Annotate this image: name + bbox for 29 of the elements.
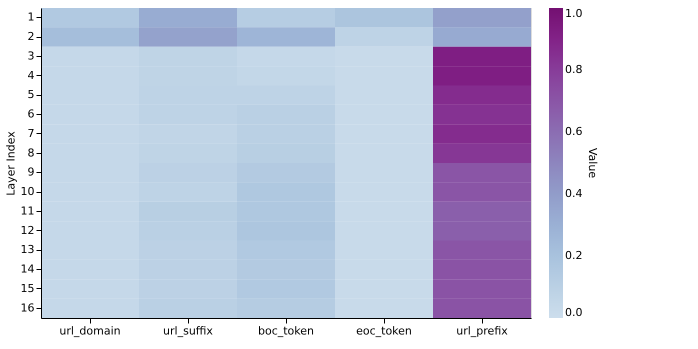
y-tick-label: 10: [20, 185, 34, 198]
y-tick-label: 6: [28, 108, 34, 121]
color-bar-label: 0.8: [565, 63, 582, 76]
y-tick-label: 8: [28, 146, 34, 160]
color-bar-title: Value: [586, 148, 599, 178]
color-bar-label: 0.0: [565, 306, 582, 319]
y-tick-label: 7: [28, 126, 34, 140]
color-bar-label: 0.6: [565, 125, 582, 138]
y-tick-label: 1: [28, 10, 34, 24]
y-tick-label: 15: [20, 282, 34, 295]
color-bar-label: 0.2: [565, 249, 582, 262]
color-bar-label: 1.0: [565, 7, 582, 20]
y-axis-title: Layer Index: [4, 130, 18, 196]
y-tick-label: 16: [20, 301, 34, 314]
x-tick-label: boc_token: [258, 324, 314, 338]
y-tick-label: 4: [28, 68, 34, 82]
y-tick-label: 12: [20, 224, 34, 237]
x-tick-label: eoc_token: [356, 324, 412, 338]
x-tick-label: url_suffix: [163, 324, 214, 338]
y-tick-label: 9: [28, 166, 34, 179]
x-tick-label: url_prefix: [456, 324, 508, 338]
y-tick-label: 2: [28, 30, 34, 44]
y-tick-label: 3: [28, 49, 34, 62]
color-bar-label: 0.4: [565, 187, 582, 200]
y-tick-label: 14: [20, 262, 34, 276]
y-tick-label: 11: [20, 204, 34, 218]
x-tick-label: url_domain: [59, 324, 121, 338]
y-tick-label: 5: [28, 88, 34, 102]
y-tick-label: 13: [20, 243, 34, 256]
